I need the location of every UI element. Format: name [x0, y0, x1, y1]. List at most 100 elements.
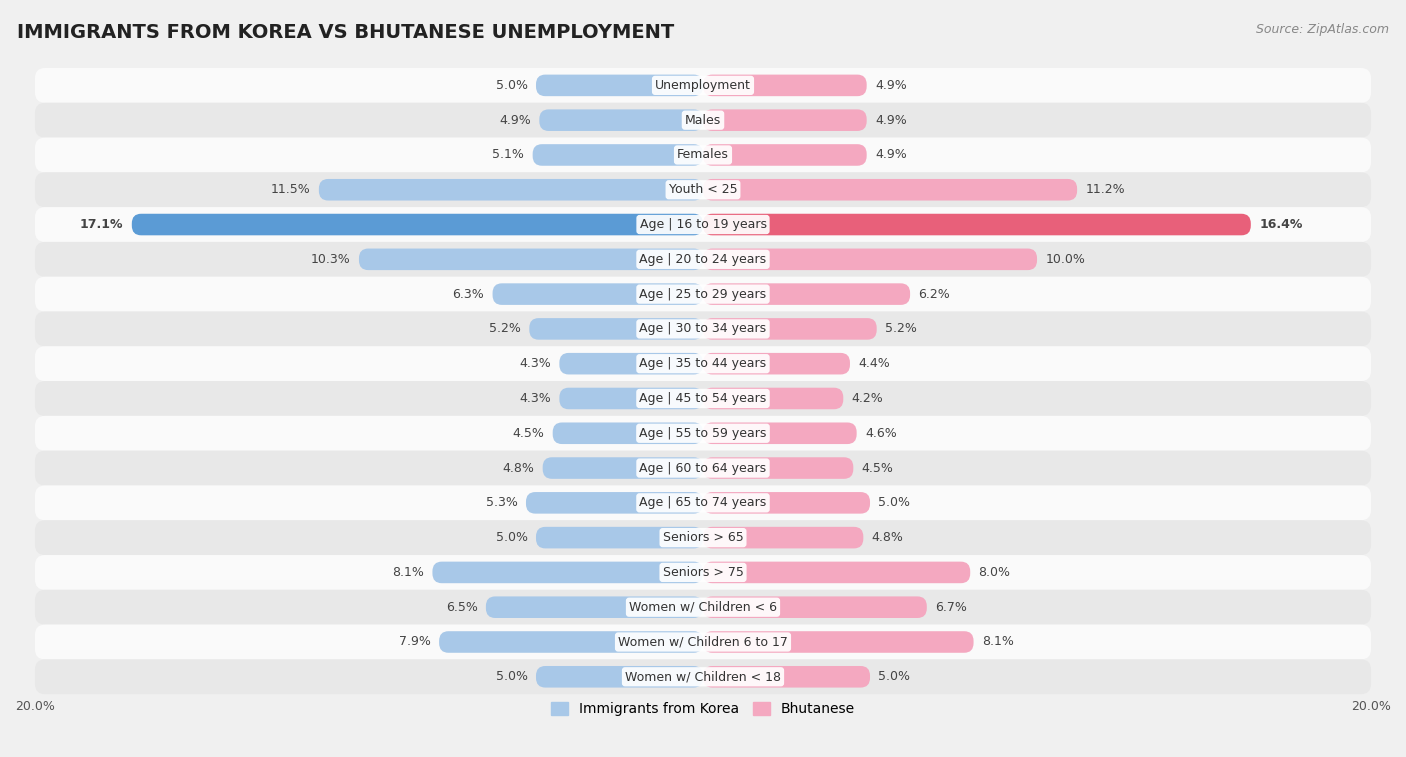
Text: Females: Females [678, 148, 728, 161]
FancyBboxPatch shape [439, 631, 703, 653]
Text: 4.9%: 4.9% [499, 114, 531, 126]
FancyBboxPatch shape [703, 318, 877, 340]
Text: 6.7%: 6.7% [935, 601, 967, 614]
FancyBboxPatch shape [703, 144, 866, 166]
Text: 4.5%: 4.5% [512, 427, 544, 440]
FancyBboxPatch shape [703, 388, 844, 410]
Text: 4.6%: 4.6% [865, 427, 897, 440]
FancyBboxPatch shape [703, 283, 910, 305]
FancyBboxPatch shape [492, 283, 703, 305]
Text: 6.3%: 6.3% [453, 288, 484, 301]
FancyBboxPatch shape [35, 346, 1371, 381]
FancyBboxPatch shape [703, 597, 927, 618]
Text: Women w/ Children 6 to 17: Women w/ Children 6 to 17 [619, 635, 787, 649]
Text: 4.2%: 4.2% [852, 392, 883, 405]
Text: Age | 55 to 59 years: Age | 55 to 59 years [640, 427, 766, 440]
FancyBboxPatch shape [703, 631, 973, 653]
FancyBboxPatch shape [35, 173, 1371, 207]
FancyBboxPatch shape [35, 450, 1371, 485]
Text: 8.1%: 8.1% [392, 566, 425, 579]
FancyBboxPatch shape [553, 422, 703, 444]
FancyBboxPatch shape [703, 527, 863, 548]
FancyBboxPatch shape [536, 527, 703, 548]
Text: 8.1%: 8.1% [981, 635, 1014, 649]
Text: 10.0%: 10.0% [1046, 253, 1085, 266]
Text: Males: Males [685, 114, 721, 126]
Text: 5.1%: 5.1% [492, 148, 524, 161]
Text: 16.4%: 16.4% [1260, 218, 1302, 231]
FancyBboxPatch shape [526, 492, 703, 514]
Text: Source: ZipAtlas.com: Source: ZipAtlas.com [1256, 23, 1389, 36]
Text: 4.4%: 4.4% [858, 357, 890, 370]
FancyBboxPatch shape [560, 388, 703, 410]
FancyBboxPatch shape [35, 103, 1371, 138]
FancyBboxPatch shape [35, 381, 1371, 416]
Text: Seniors > 75: Seniors > 75 [662, 566, 744, 579]
Text: 4.3%: 4.3% [519, 357, 551, 370]
FancyBboxPatch shape [35, 277, 1371, 312]
FancyBboxPatch shape [703, 248, 1038, 270]
FancyBboxPatch shape [35, 312, 1371, 346]
Text: 4.8%: 4.8% [502, 462, 534, 475]
Text: Women w/ Children < 18: Women w/ Children < 18 [626, 670, 780, 684]
Text: Age | 65 to 74 years: Age | 65 to 74 years [640, 497, 766, 509]
FancyBboxPatch shape [533, 144, 703, 166]
FancyBboxPatch shape [486, 597, 703, 618]
Text: Age | 25 to 29 years: Age | 25 to 29 years [640, 288, 766, 301]
Text: Age | 60 to 64 years: Age | 60 to 64 years [640, 462, 766, 475]
Text: 5.0%: 5.0% [879, 670, 910, 684]
Text: Age | 20 to 24 years: Age | 20 to 24 years [640, 253, 766, 266]
Text: 5.0%: 5.0% [496, 670, 527, 684]
FancyBboxPatch shape [529, 318, 703, 340]
FancyBboxPatch shape [703, 492, 870, 514]
FancyBboxPatch shape [703, 457, 853, 479]
Text: IMMIGRANTS FROM KOREA VS BHUTANESE UNEMPLOYMENT: IMMIGRANTS FROM KOREA VS BHUTANESE UNEMP… [17, 23, 673, 42]
FancyBboxPatch shape [35, 138, 1371, 173]
FancyBboxPatch shape [132, 213, 703, 235]
Text: 5.2%: 5.2% [884, 322, 917, 335]
Text: 4.5%: 4.5% [862, 462, 894, 475]
FancyBboxPatch shape [35, 416, 1371, 450]
FancyBboxPatch shape [536, 75, 703, 96]
Text: Age | 16 to 19 years: Age | 16 to 19 years [640, 218, 766, 231]
Text: 8.0%: 8.0% [979, 566, 1011, 579]
FancyBboxPatch shape [35, 590, 1371, 625]
Text: 5.3%: 5.3% [485, 497, 517, 509]
Text: Youth < 25: Youth < 25 [669, 183, 737, 196]
FancyBboxPatch shape [703, 179, 1077, 201]
FancyBboxPatch shape [703, 110, 866, 131]
Text: 6.2%: 6.2% [918, 288, 950, 301]
FancyBboxPatch shape [560, 353, 703, 375]
Text: 7.9%: 7.9% [399, 635, 430, 649]
Text: Age | 45 to 54 years: Age | 45 to 54 years [640, 392, 766, 405]
FancyBboxPatch shape [703, 666, 870, 687]
Text: 17.1%: 17.1% [80, 218, 124, 231]
FancyBboxPatch shape [35, 207, 1371, 242]
Text: 5.0%: 5.0% [496, 79, 527, 92]
FancyBboxPatch shape [703, 213, 1251, 235]
FancyBboxPatch shape [319, 179, 703, 201]
Text: 4.9%: 4.9% [875, 79, 907, 92]
FancyBboxPatch shape [35, 485, 1371, 520]
FancyBboxPatch shape [703, 422, 856, 444]
Text: Age | 30 to 34 years: Age | 30 to 34 years [640, 322, 766, 335]
FancyBboxPatch shape [543, 457, 703, 479]
Text: Women w/ Children < 6: Women w/ Children < 6 [628, 601, 778, 614]
Text: 5.2%: 5.2% [489, 322, 522, 335]
FancyBboxPatch shape [35, 242, 1371, 277]
FancyBboxPatch shape [433, 562, 703, 583]
FancyBboxPatch shape [35, 555, 1371, 590]
Text: Age | 35 to 44 years: Age | 35 to 44 years [640, 357, 766, 370]
Legend: Immigrants from Korea, Bhutanese: Immigrants from Korea, Bhutanese [546, 696, 860, 721]
Text: 4.9%: 4.9% [875, 148, 907, 161]
FancyBboxPatch shape [540, 110, 703, 131]
Text: Unemployment: Unemployment [655, 79, 751, 92]
Text: 10.3%: 10.3% [311, 253, 350, 266]
FancyBboxPatch shape [359, 248, 703, 270]
Text: 5.0%: 5.0% [496, 531, 527, 544]
Text: 11.2%: 11.2% [1085, 183, 1125, 196]
FancyBboxPatch shape [703, 353, 851, 375]
Text: 11.5%: 11.5% [271, 183, 311, 196]
FancyBboxPatch shape [703, 75, 866, 96]
FancyBboxPatch shape [703, 562, 970, 583]
